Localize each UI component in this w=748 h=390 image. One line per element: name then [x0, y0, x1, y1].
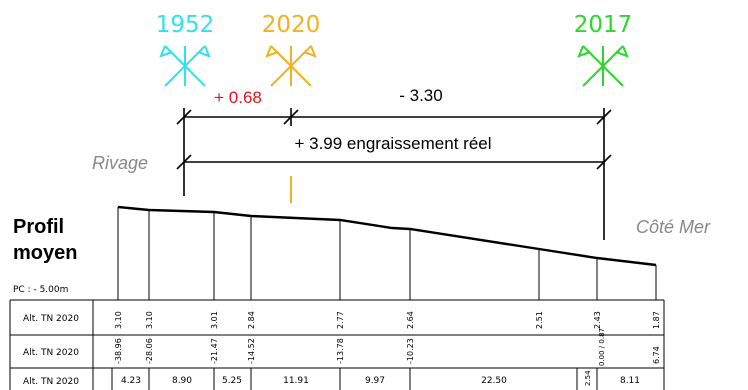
partial-distance: 8.90 [172, 376, 192, 386]
marker-2020: 2020 [262, 12, 321, 87]
marker-2017: 2017 [574, 12, 633, 87]
partial-distance: 4.23 [121, 376, 141, 386]
altitude-value: 2.84 [247, 311, 256, 329]
station-verticals [117, 207, 657, 300]
partial-distance: 22.50 [481, 376, 507, 386]
altitude-value: 3.10 [114, 311, 123, 329]
data-table-frame [9, 299, 665, 390]
distance-value: 6.74 [652, 346, 661, 364]
ground-profile-line [117, 205, 657, 267]
diff-2020-2017: - 3.30 [399, 86, 442, 105]
row-label-distance: Alt. TN 2020 [23, 348, 79, 358]
partial-distance: 9.97 [365, 376, 385, 386]
dimension-lines [176, 108, 612, 240]
altitude-value: 1.87 [652, 311, 661, 329]
distance-value: -14.52 [247, 338, 256, 364]
altitude-value: 2.51 [535, 311, 544, 329]
distance-value: -13.78 [336, 338, 345, 364]
marker-1952-icon [159, 45, 211, 87]
year-2020-label: 2020 [262, 12, 321, 38]
cote-mer-label: Côté Mer [636, 217, 711, 237]
altitude-value: 2.77 [336, 311, 345, 329]
diff-1952-2020: + 0.68 [214, 88, 262, 107]
partial-distance-rotated: 2.54 [584, 370, 592, 386]
marker-2020-icon [265, 45, 317, 87]
distance-value: -38.96 [114, 338, 123, 364]
distance-value: -28.06 [145, 338, 154, 364]
partial-distance: 8.11 [620, 376, 640, 386]
altitude-value: 3.10 [145, 311, 154, 329]
marker-1952: 1952 [156, 12, 215, 87]
year-1952-label: 1952 [156, 12, 215, 38]
total-engraissement: + 3.99 engraissement réel [294, 134, 491, 153]
row-label-altitude: Alt. TN 2020 [23, 314, 79, 324]
marker-2017-icon [577, 45, 629, 87]
distance-value: -10.23 [406, 338, 415, 364]
partial-distance: 5.25 [222, 376, 242, 386]
distance-value-pair: 0.00 / 0.87 [598, 328, 606, 366]
distance-value: -21.47 [210, 338, 219, 364]
row-label-partial: Alt. TN 2020 [23, 377, 79, 387]
pc-label: PC : - 5.00m [13, 285, 68, 295]
profile-title-line1: Profil [13, 216, 64, 238]
altitude-value: 2.64 [406, 311, 415, 329]
rivage-label: Rivage [92, 153, 148, 173]
altitude-value: 3.01 [210, 311, 219, 329]
altitude-value: 2.43 [593, 311, 602, 329]
profile-title-line2: moyen [13, 242, 77, 264]
partial-distance: 11.91 [283, 376, 309, 386]
year-2017-label: 2017 [574, 12, 633, 38]
